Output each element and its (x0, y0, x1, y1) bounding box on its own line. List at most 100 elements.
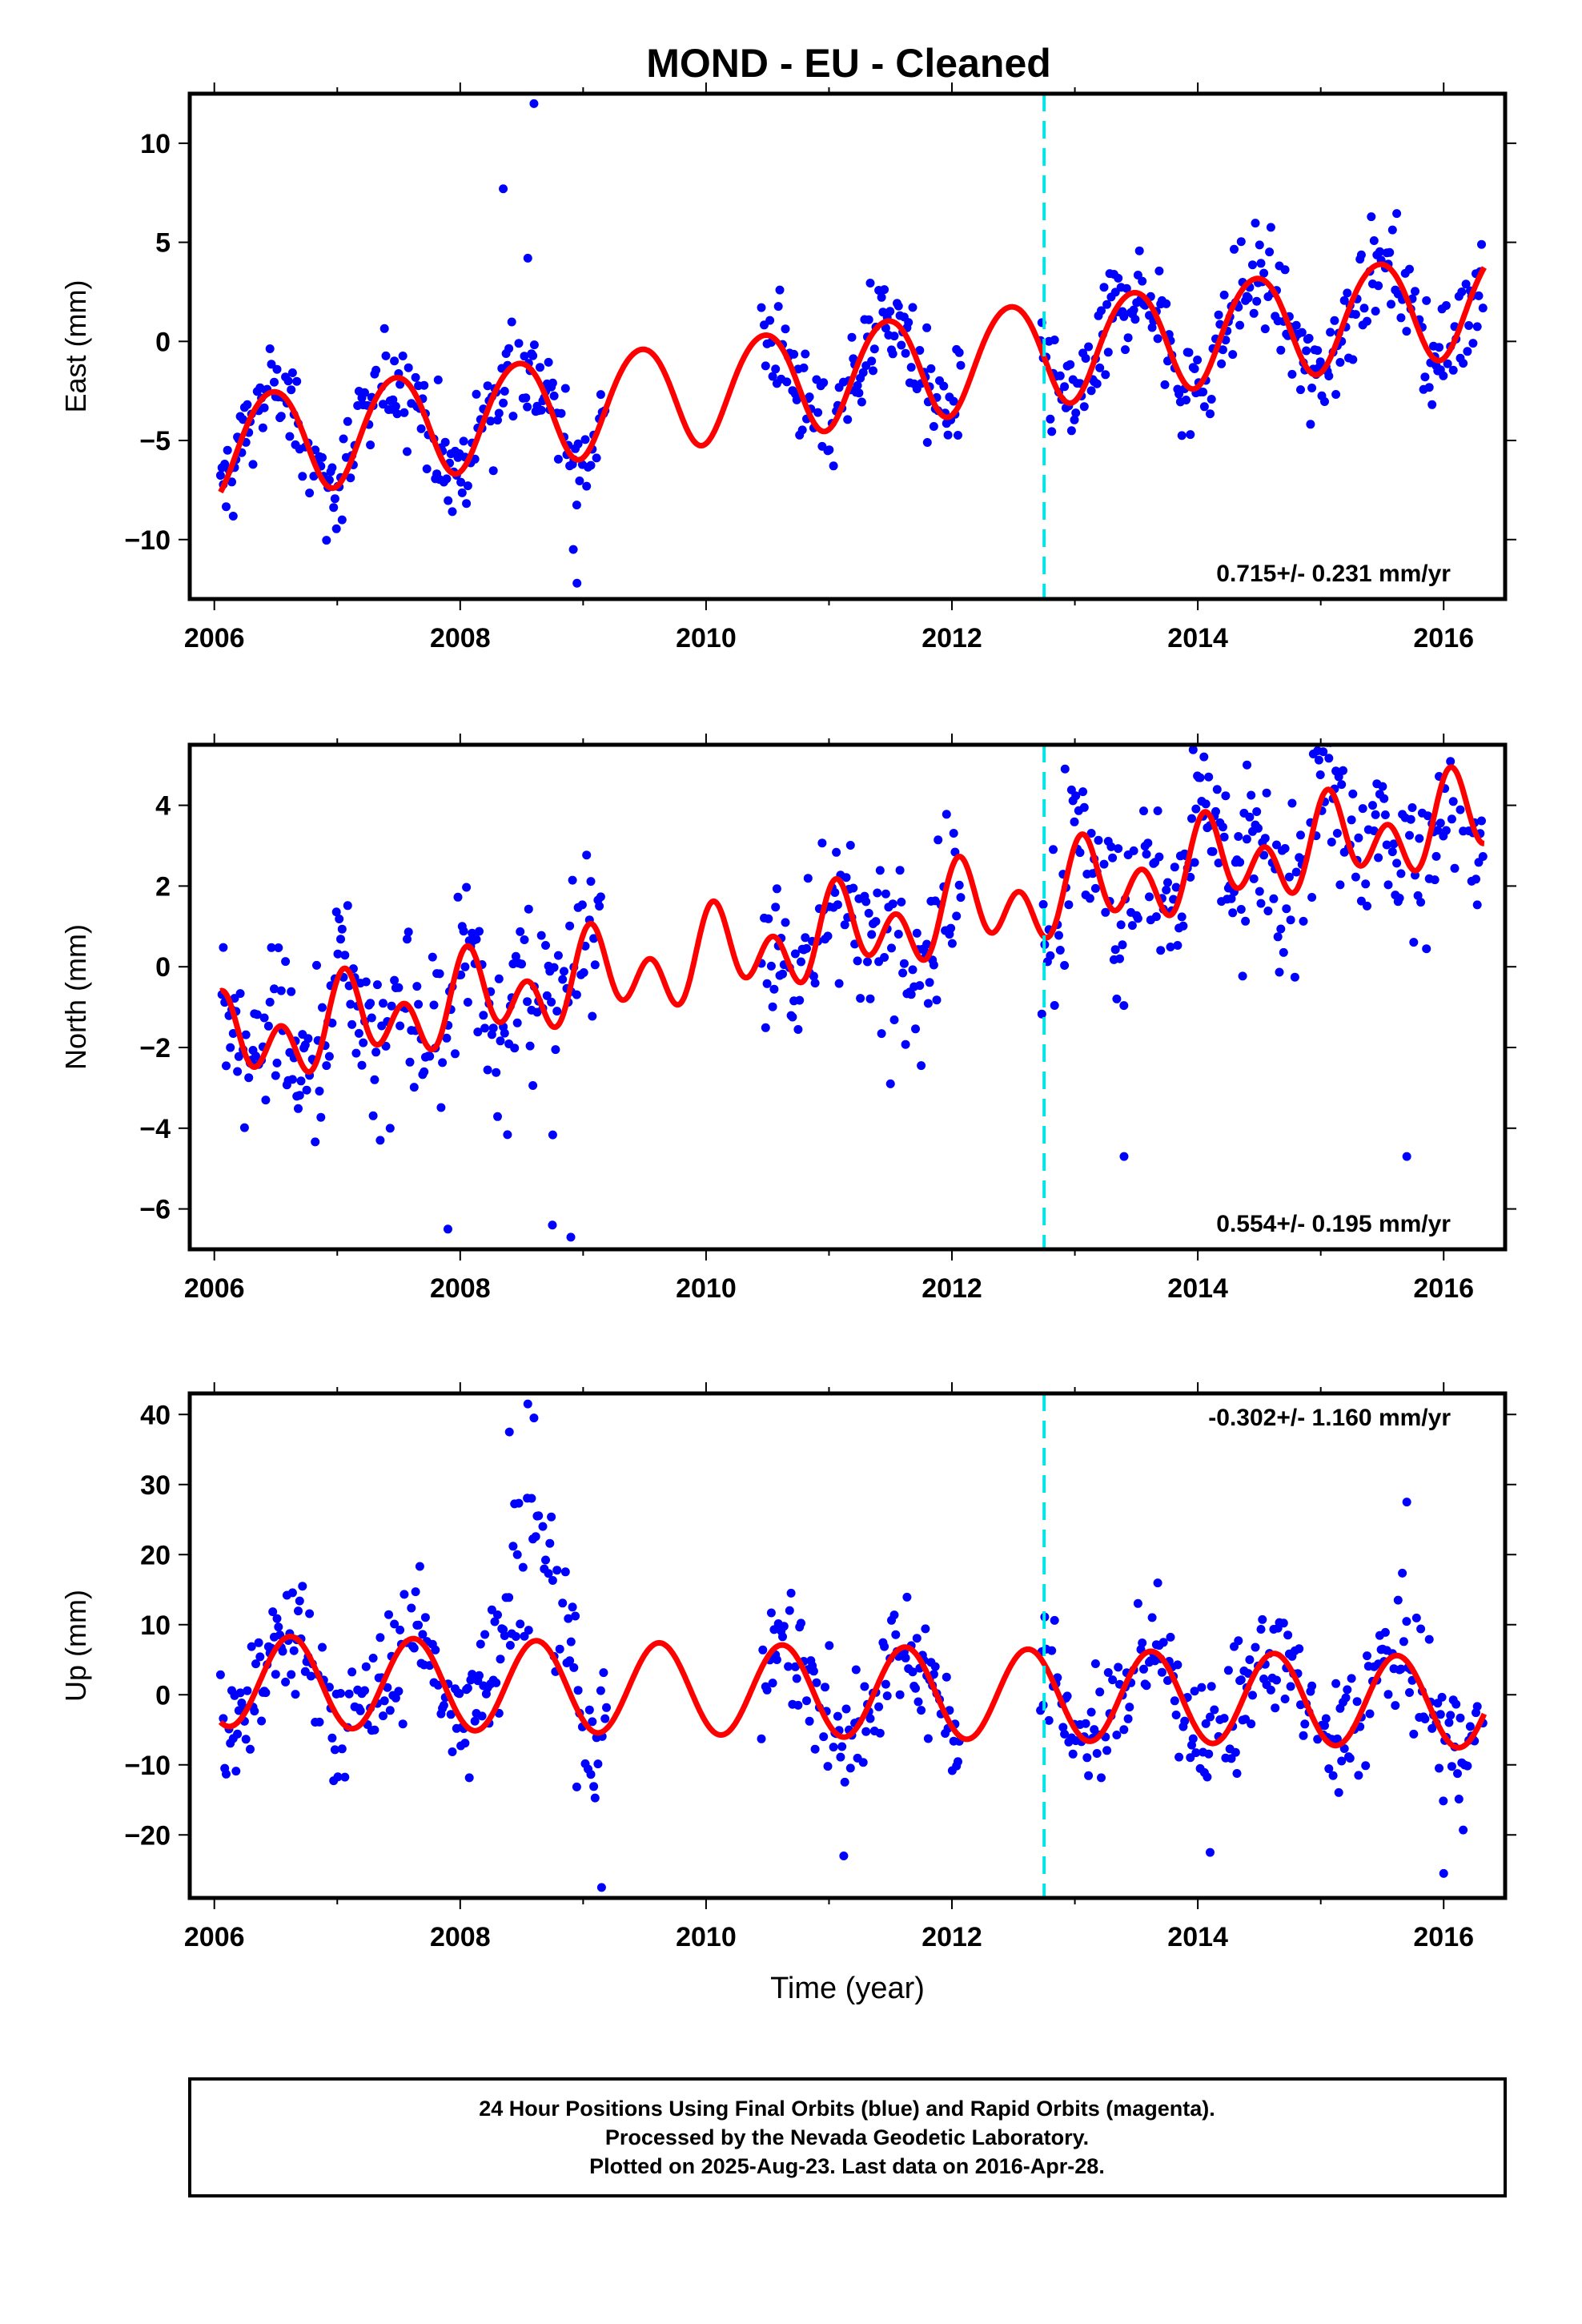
caption-line-3: Plotted on 2025-Aug-23. Last data on 201… (589, 2154, 1105, 2178)
data-point (223, 445, 232, 455)
data-point (504, 344, 514, 353)
data-point (1071, 408, 1081, 418)
data-point (930, 1662, 940, 1671)
data-point (929, 422, 938, 431)
data-point (1399, 1637, 1408, 1647)
data-point (1053, 1673, 1062, 1683)
data-point (1095, 363, 1105, 372)
data-point (1369, 236, 1379, 245)
data-point (370, 1725, 379, 1735)
y-tick-label: −10 (124, 1751, 171, 1781)
data-point (387, 1001, 396, 1011)
data-point (1071, 791, 1081, 801)
data-point (880, 1642, 889, 1651)
data-point (322, 1061, 331, 1071)
data-point (1219, 832, 1229, 842)
data-point (1420, 1715, 1430, 1723)
data-point (1306, 420, 1315, 429)
data-point (812, 1678, 821, 1687)
x-tick-label: 2008 (430, 1273, 491, 1304)
data-point (523, 402, 532, 412)
data-point (343, 416, 352, 426)
data-point (235, 989, 245, 999)
data-point (799, 363, 809, 372)
data-point (1153, 334, 1162, 344)
data-point (1191, 1748, 1201, 1758)
data-point (1166, 1632, 1175, 1642)
data-point (1118, 940, 1127, 950)
data-point (1066, 360, 1075, 369)
data-point (901, 1039, 910, 1049)
x-tick-label: 2010 (676, 1922, 737, 1952)
data-point (1248, 1691, 1257, 1700)
data-point (1385, 247, 1395, 257)
data-point (436, 1103, 446, 1112)
data-point (1330, 316, 1339, 325)
data-point (476, 1639, 485, 1649)
data-point (1090, 883, 1100, 893)
data-point (1234, 1636, 1243, 1646)
data-point (1286, 1682, 1295, 1691)
data-point (1247, 790, 1256, 800)
data-point (1174, 1752, 1184, 1762)
data-point (529, 340, 539, 350)
data-point (788, 1012, 797, 1022)
data-point (810, 979, 820, 988)
data-point (1204, 1749, 1214, 1759)
plot-frame (187, 1391, 1508, 1900)
data-point (493, 1610, 502, 1619)
data-point (516, 927, 525, 936)
data-point (1138, 1638, 1147, 1647)
data-point (939, 381, 949, 391)
data-point (568, 875, 577, 885)
outlier-point (1402, 1152, 1411, 1161)
data-point (411, 1587, 420, 1597)
data-point (444, 496, 453, 505)
plot-frame (187, 742, 1508, 1252)
data-point (337, 924, 347, 934)
data-point (1354, 1771, 1363, 1780)
data-point (287, 1670, 296, 1679)
data-point (508, 412, 518, 421)
data-point (257, 1716, 267, 1726)
data-point (1269, 894, 1279, 903)
data-point (274, 1622, 283, 1632)
data-point (786, 1588, 796, 1598)
data-point (1156, 946, 1166, 955)
data-point (222, 502, 231, 512)
data-point (544, 357, 553, 367)
data-point (840, 1777, 849, 1787)
data-point (1081, 1719, 1090, 1728)
data-point (1431, 851, 1441, 861)
data-point (556, 408, 566, 418)
data-point (765, 316, 775, 325)
data-point (906, 990, 916, 999)
data-point (1435, 818, 1445, 828)
data-point (1424, 383, 1434, 392)
y-tick-label: 10 (140, 1610, 171, 1641)
data-point (472, 389, 481, 399)
data-point (1339, 296, 1349, 305)
data-point (1142, 1681, 1151, 1691)
data-point (893, 301, 903, 311)
data-point (761, 361, 770, 371)
x-tick-label: 2010 (676, 623, 737, 653)
data-point (1245, 812, 1255, 822)
data-point (1145, 892, 1154, 902)
data-point (1314, 755, 1323, 765)
data-point (318, 452, 327, 462)
data-point (781, 918, 790, 927)
data-point (889, 1610, 899, 1620)
data-point (1262, 788, 1271, 798)
data-point (1435, 1710, 1445, 1719)
data-point (1405, 1688, 1414, 1697)
y-tick-label: 0 (155, 1680, 171, 1711)
data-point (355, 1706, 365, 1715)
data-point (1363, 316, 1371, 326)
data-point (954, 431, 962, 440)
data-point (1174, 389, 1184, 399)
data-layer (215, 94, 1488, 599)
data-point (1047, 427, 1057, 436)
data-point (582, 850, 592, 860)
